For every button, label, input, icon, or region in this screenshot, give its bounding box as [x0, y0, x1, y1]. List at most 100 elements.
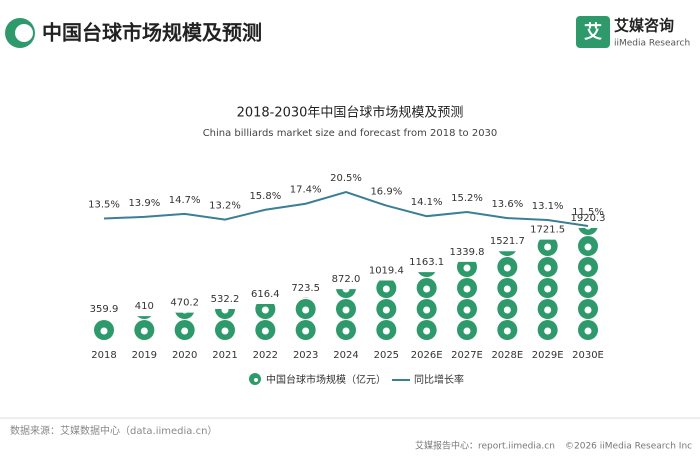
ball-spot	[544, 285, 552, 293]
x-tick-label: 2018	[91, 350, 116, 361]
ball	[303, 297, 308, 298]
ball-spot	[221, 308, 229, 314]
ball-spot	[100, 327, 108, 335]
chart-subtitle: China billiards market size and forecast…	[203, 128, 498, 139]
x-tick-label: 2030E	[572, 350, 604, 361]
x-tick-label: 2026E	[411, 350, 443, 361]
ball-spot	[544, 243, 552, 251]
bar	[376, 280, 397, 340]
bar-label: 1521.7	[490, 236, 525, 247]
line-label: 15.2%	[451, 193, 483, 204]
ball	[137, 316, 152, 319]
ball-spot	[584, 264, 592, 272]
ball-spot	[221, 327, 229, 335]
bar	[94, 320, 114, 340]
logo-mark	[576, 16, 610, 48]
ball-spot	[585, 228, 591, 230]
line-label: 13.1%	[532, 201, 564, 212]
bar-label: 872.0	[332, 274, 361, 285]
ball-spot	[181, 327, 189, 335]
bar-label: 1920.3	[571, 213, 606, 224]
line-label: 13.6%	[491, 199, 523, 210]
ball	[418, 272, 436, 277]
x-tick-label: 2019	[132, 350, 157, 361]
bar-label: 359.9	[90, 304, 119, 315]
ball-spot	[342, 306, 350, 314]
bar	[295, 297, 316, 340]
x-tick-label: 2027E	[451, 350, 483, 361]
bar	[457, 261, 477, 340]
ball-spot	[302, 306, 310, 314]
line-label: 16.9%	[370, 187, 402, 198]
logo-glyph: 艾	[584, 21, 602, 43]
ball-spot	[423, 327, 431, 335]
legend-label: 同比增长率	[414, 373, 464, 386]
x-tick-label: 2020	[172, 350, 197, 361]
logo-text: 艾媒咨询	[614, 17, 674, 35]
x-tick-label: 2028E	[491, 350, 523, 361]
bar	[497, 251, 518, 340]
chart-title: 2018-2030年中国台球市场规模及预测	[237, 105, 464, 121]
bar	[578, 228, 598, 340]
bar-label: 723.5	[291, 283, 320, 294]
x-tick-label: 2021	[212, 350, 237, 361]
ball-spot	[382, 285, 390, 293]
ball-spot	[342, 327, 350, 335]
growth-line	[103, 190, 589, 227]
legend-swatch	[254, 378, 258, 382]
bar-label: 532.2	[211, 294, 240, 305]
line-label: 15.8%	[249, 191, 281, 202]
footer-copyright: ©2026 iiMedia Research Inc	[565, 442, 692, 452]
ball-spot	[463, 306, 471, 314]
line-label: 14.7%	[169, 195, 201, 206]
bar-label: 1163.1	[409, 257, 444, 268]
ball-spot	[544, 264, 552, 272]
ball	[498, 251, 516, 256]
ball-spot	[382, 327, 390, 335]
bar	[336, 289, 356, 340]
ball	[336, 289, 356, 298]
bar-label: 616.4	[251, 289, 280, 300]
source: 数据来源：艾媒数据中心（data.iimedia.cn）	[10, 424, 217, 437]
header-title: 中国台球市场规模及预测	[42, 21, 262, 45]
bar	[416, 272, 437, 340]
ball-spot	[463, 264, 471, 272]
ball-spot	[261, 327, 269, 335]
x-tick-label: 2025	[374, 350, 399, 361]
bar-label: 1721.5	[530, 225, 565, 236]
bar-label: 1019.4	[369, 266, 404, 277]
line-label: 13.5%	[88, 199, 120, 210]
ball	[578, 228, 598, 235]
ball-spot	[382, 306, 390, 314]
ball-spot	[423, 306, 431, 314]
bar	[174, 312, 195, 340]
bar-label: 1339.8	[450, 247, 485, 258]
x-tick-label: 2029E	[532, 350, 564, 361]
ball-spot	[503, 264, 511, 272]
footer-report: 艾媒报告中心：report.iimedia.cn	[415, 440, 555, 452]
ball-spot	[503, 306, 511, 314]
ball-spot	[584, 306, 592, 314]
bar-label: 470.2	[170, 298, 199, 309]
header-icon	[15, 24, 33, 42]
line-label: 14.1%	[411, 197, 443, 208]
ball-spot	[302, 327, 310, 335]
ball-spot	[584, 243, 592, 251]
x-tick-label: 2022	[253, 350, 278, 361]
x-tick-label: 2024	[333, 350, 358, 361]
ball	[215, 308, 235, 319]
ball-spot	[423, 285, 431, 293]
ball-spot	[182, 312, 188, 314]
ball-spot	[584, 327, 592, 335]
ball-spot	[463, 327, 471, 335]
line-label: 11.5%	[572, 207, 604, 218]
line-label: 13.2%	[209, 201, 241, 212]
ball-spot	[584, 285, 592, 293]
bar-label: 410	[135, 301, 154, 312]
ball-spot	[342, 289, 350, 293]
ball-spot	[463, 285, 471, 293]
ball-spot	[140, 327, 148, 335]
legend-label: 中国台球市场规模（亿元）	[266, 373, 386, 386]
